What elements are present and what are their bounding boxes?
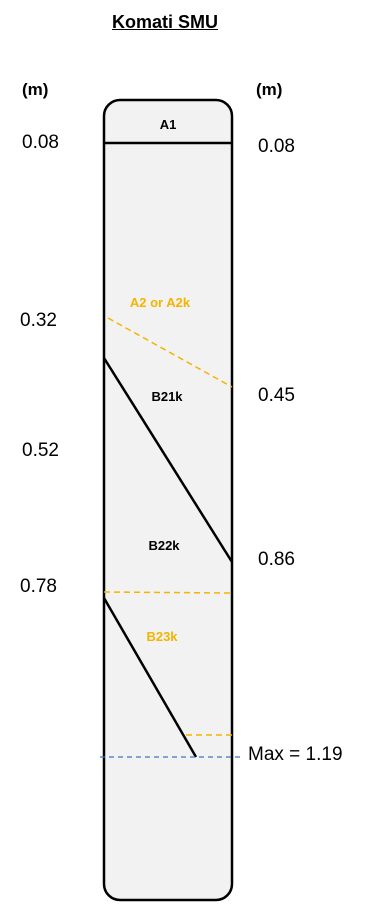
a2-boundary-dashed-line — [107, 317, 233, 388]
b22k-boundary-dashed-line — [103, 591, 233, 594]
horizon-label-b22k: B22k — [148, 538, 180, 553]
b21k-boundary-line — [102, 357, 234, 563]
horizon-label-b21k: B21k — [151, 389, 183, 404]
b23k-boundary-line — [102, 597, 198, 758]
left-unit-label: (m) — [22, 80, 49, 99]
left-depth-1: 0.32 — [20, 310, 57, 331]
left-depth-0: 0.08 — [22, 132, 59, 153]
horizon-label-b23k: B23k — [146, 629, 178, 644]
profile-column-outline — [102, 98, 234, 902]
right-depth-2: 0.86 — [258, 549, 295, 570]
horizon-label-a1: A1 — [160, 117, 177, 132]
max-depth-label: Max = 1.19 — [248, 744, 343, 765]
right-depth-1: 0.45 — [258, 385, 295, 406]
horizon-label-a2: A2 or A2k — [130, 295, 191, 310]
right-unit-label: (m) — [256, 80, 283, 99]
diagram-title: Komati SMU — [111, 12, 218, 32]
left-depth-3: 0.78 — [20, 576, 57, 597]
right-depth-0: 0.08 — [258, 136, 295, 157]
left-depth-2: 0.52 — [22, 440, 59, 461]
